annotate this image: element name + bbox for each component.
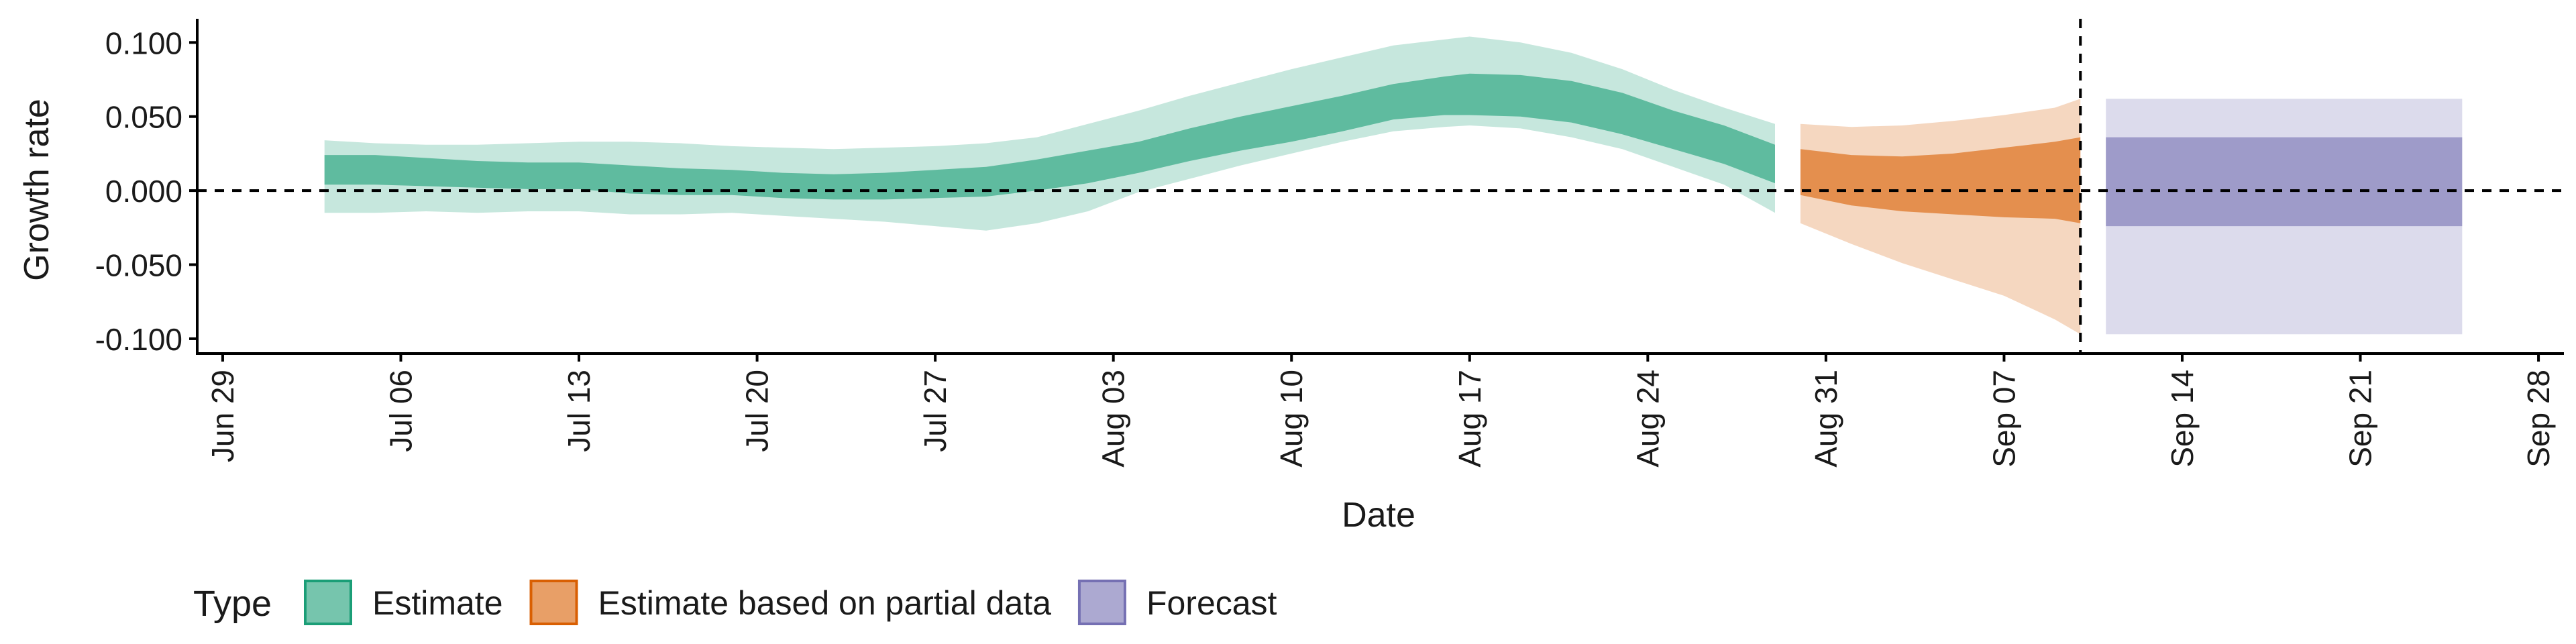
x-tick-label: Jul 27 bbox=[918, 370, 953, 452]
band-estimate-90 bbox=[324, 36, 1776, 231]
ribbon-layer bbox=[324, 36, 2463, 335]
x-tick-label: Aug 03 bbox=[1096, 370, 1131, 468]
legend-label-estimate-based-on-partial-data: Estimate based on partial data bbox=[598, 584, 1052, 622]
x-axis-title: Date bbox=[1342, 496, 1415, 535]
x-tick-label: Jul 20 bbox=[740, 370, 775, 452]
legend-label-forecast: Forecast bbox=[1146, 584, 1277, 622]
legend-key-forecast bbox=[1077, 580, 1126, 625]
band-forecast-50 bbox=[2106, 137, 2463, 227]
y-tick-label: 0.050 bbox=[105, 100, 182, 135]
legend-label-estimate: Estimate bbox=[372, 584, 503, 622]
y-tick-label: 0.100 bbox=[105, 25, 182, 60]
reference-lines bbox=[197, 19, 2564, 354]
x-tick-label: Jul 06 bbox=[384, 370, 419, 452]
axes: 0.100 0.050 0.000 -0.050 -0.100 Jun 29 Jul 06 J… bbox=[95, 19, 2564, 468]
x-tick-label: Aug 10 bbox=[1274, 370, 1309, 468]
x-tick-label: Sep 21 bbox=[2343, 370, 2378, 468]
legend-key-estimate-based-on-partial-data bbox=[529, 580, 578, 625]
x-tick-label: Sep 07 bbox=[1986, 370, 2021, 468]
x-tick-label: Jun 29 bbox=[205, 370, 240, 462]
x-tick-label: Jul 13 bbox=[561, 370, 596, 452]
y-axis-title: Growth rate bbox=[17, 99, 56, 281]
legend-key-estimate bbox=[304, 580, 352, 625]
band-estimate-based-on-partial-data-50 bbox=[1800, 137, 2081, 223]
x-tick-label: Sep 14 bbox=[2165, 370, 2200, 468]
x-tick-label: Aug 24 bbox=[1630, 370, 1665, 468]
legend-title: Type bbox=[193, 584, 272, 624]
y-tick-label: -0.100 bbox=[95, 322, 182, 357]
legend: Type Estimate Estimate based on partial d… bbox=[193, 580, 1277, 625]
band-estimate-50 bbox=[324, 73, 1776, 200]
x-tick-label: Aug 17 bbox=[1452, 370, 1487, 468]
y-tick-label: -0.050 bbox=[95, 248, 182, 283]
x-tick-label: Aug 31 bbox=[1809, 370, 1843, 468]
y-tick-label: 0.000 bbox=[105, 174, 182, 209]
x-tick-label: Sep 28 bbox=[2521, 370, 2556, 468]
